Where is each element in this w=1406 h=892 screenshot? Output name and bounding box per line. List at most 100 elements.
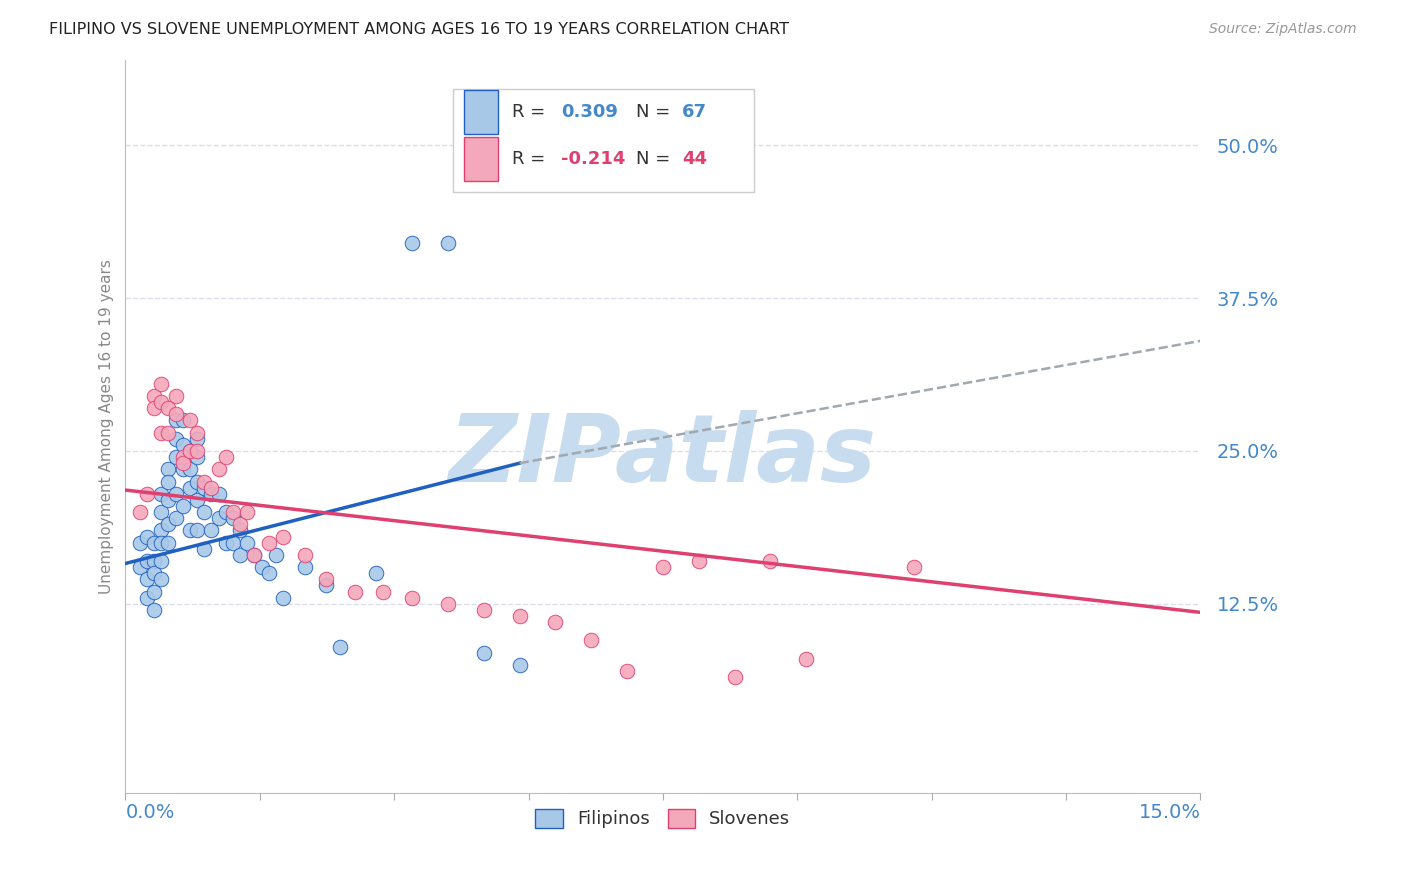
- Y-axis label: Unemployment Among Ages 16 to 19 years: Unemployment Among Ages 16 to 19 years: [100, 259, 114, 594]
- Point: [157, 492, 180, 507]
- Point: [200, 481, 222, 495]
- Point: [172, 499, 194, 513]
- Point: [172, 413, 194, 427]
- Point: [243, 548, 266, 562]
- Point: [157, 517, 180, 532]
- Point: [215, 450, 238, 464]
- Point: [343, 584, 366, 599]
- Point: [193, 505, 215, 519]
- Point: [236, 505, 259, 519]
- Point: [200, 487, 222, 501]
- Text: Source: ZipAtlas.com: Source: ZipAtlas.com: [1209, 22, 1357, 37]
- Point: [186, 444, 208, 458]
- Point: [157, 425, 180, 440]
- Point: [136, 487, 159, 501]
- Point: [229, 548, 252, 562]
- FancyBboxPatch shape: [464, 137, 499, 181]
- Point: [243, 548, 266, 562]
- Point: [157, 401, 180, 416]
- Point: [509, 657, 531, 672]
- Point: [315, 572, 337, 586]
- Point: [186, 450, 208, 464]
- Point: [150, 395, 173, 409]
- Text: 15.0%: 15.0%: [1139, 803, 1201, 822]
- Point: [179, 444, 201, 458]
- Point: [179, 481, 201, 495]
- Point: [150, 535, 173, 549]
- Point: [136, 554, 159, 568]
- Point: [437, 597, 460, 611]
- Point: [172, 462, 194, 476]
- Point: [193, 541, 215, 556]
- Text: N =: N =: [636, 151, 676, 169]
- Text: R =: R =: [512, 151, 551, 169]
- Text: 0.0%: 0.0%: [125, 803, 174, 822]
- Point: [215, 535, 238, 549]
- Point: [193, 481, 215, 495]
- Point: [472, 646, 495, 660]
- Point: [688, 554, 710, 568]
- Point: [172, 438, 194, 452]
- Text: 44: 44: [682, 151, 707, 169]
- Point: [143, 401, 166, 416]
- Point: [544, 615, 567, 629]
- Point: [271, 529, 294, 543]
- Point: [143, 535, 166, 549]
- FancyBboxPatch shape: [453, 89, 754, 192]
- Point: [143, 584, 166, 599]
- Point: [373, 584, 395, 599]
- Point: [150, 376, 173, 391]
- Point: [794, 652, 817, 666]
- Point: [222, 511, 245, 525]
- Point: [157, 462, 180, 476]
- Point: [222, 505, 245, 519]
- Point: [229, 517, 252, 532]
- Point: [172, 450, 194, 464]
- Point: [128, 560, 150, 574]
- Point: [236, 535, 259, 549]
- Point: [652, 560, 675, 574]
- Point: [165, 407, 187, 421]
- Point: [437, 235, 460, 250]
- Point: [143, 389, 166, 403]
- Text: R =: R =: [512, 103, 551, 121]
- Point: [136, 591, 159, 605]
- Point: [723, 670, 745, 684]
- Point: [208, 511, 231, 525]
- Point: [401, 235, 423, 250]
- Point: [208, 487, 231, 501]
- Point: [165, 413, 187, 427]
- Point: [186, 524, 208, 538]
- Text: FILIPINO VS SLOVENE UNEMPLOYMENT AMONG AGES 16 TO 19 YEARS CORRELATION CHART: FILIPINO VS SLOVENE UNEMPLOYMENT AMONG A…: [49, 22, 789, 37]
- Point: [903, 560, 925, 574]
- Point: [366, 566, 388, 581]
- Point: [179, 413, 201, 427]
- Point: [229, 524, 252, 538]
- Point: [165, 487, 187, 501]
- Point: [179, 462, 201, 476]
- Point: [165, 389, 187, 403]
- Point: [150, 524, 173, 538]
- Point: [315, 578, 337, 592]
- Point: [186, 475, 208, 489]
- Point: [165, 511, 187, 525]
- Point: [264, 548, 287, 562]
- Point: [193, 475, 215, 489]
- Point: [581, 633, 603, 648]
- Point: [294, 560, 316, 574]
- Point: [616, 664, 638, 678]
- Point: [150, 487, 173, 501]
- Point: [128, 535, 150, 549]
- Point: [215, 505, 238, 519]
- Point: [509, 609, 531, 624]
- Point: [128, 505, 150, 519]
- Point: [150, 572, 173, 586]
- Point: [179, 524, 201, 538]
- Point: [294, 548, 316, 562]
- Point: [208, 462, 231, 476]
- Point: [257, 535, 280, 549]
- Text: N =: N =: [636, 103, 676, 121]
- Legend: Filipinos, Slovenes: Filipinos, Slovenes: [529, 802, 797, 836]
- Point: [143, 566, 166, 581]
- Text: 0.309: 0.309: [561, 103, 617, 121]
